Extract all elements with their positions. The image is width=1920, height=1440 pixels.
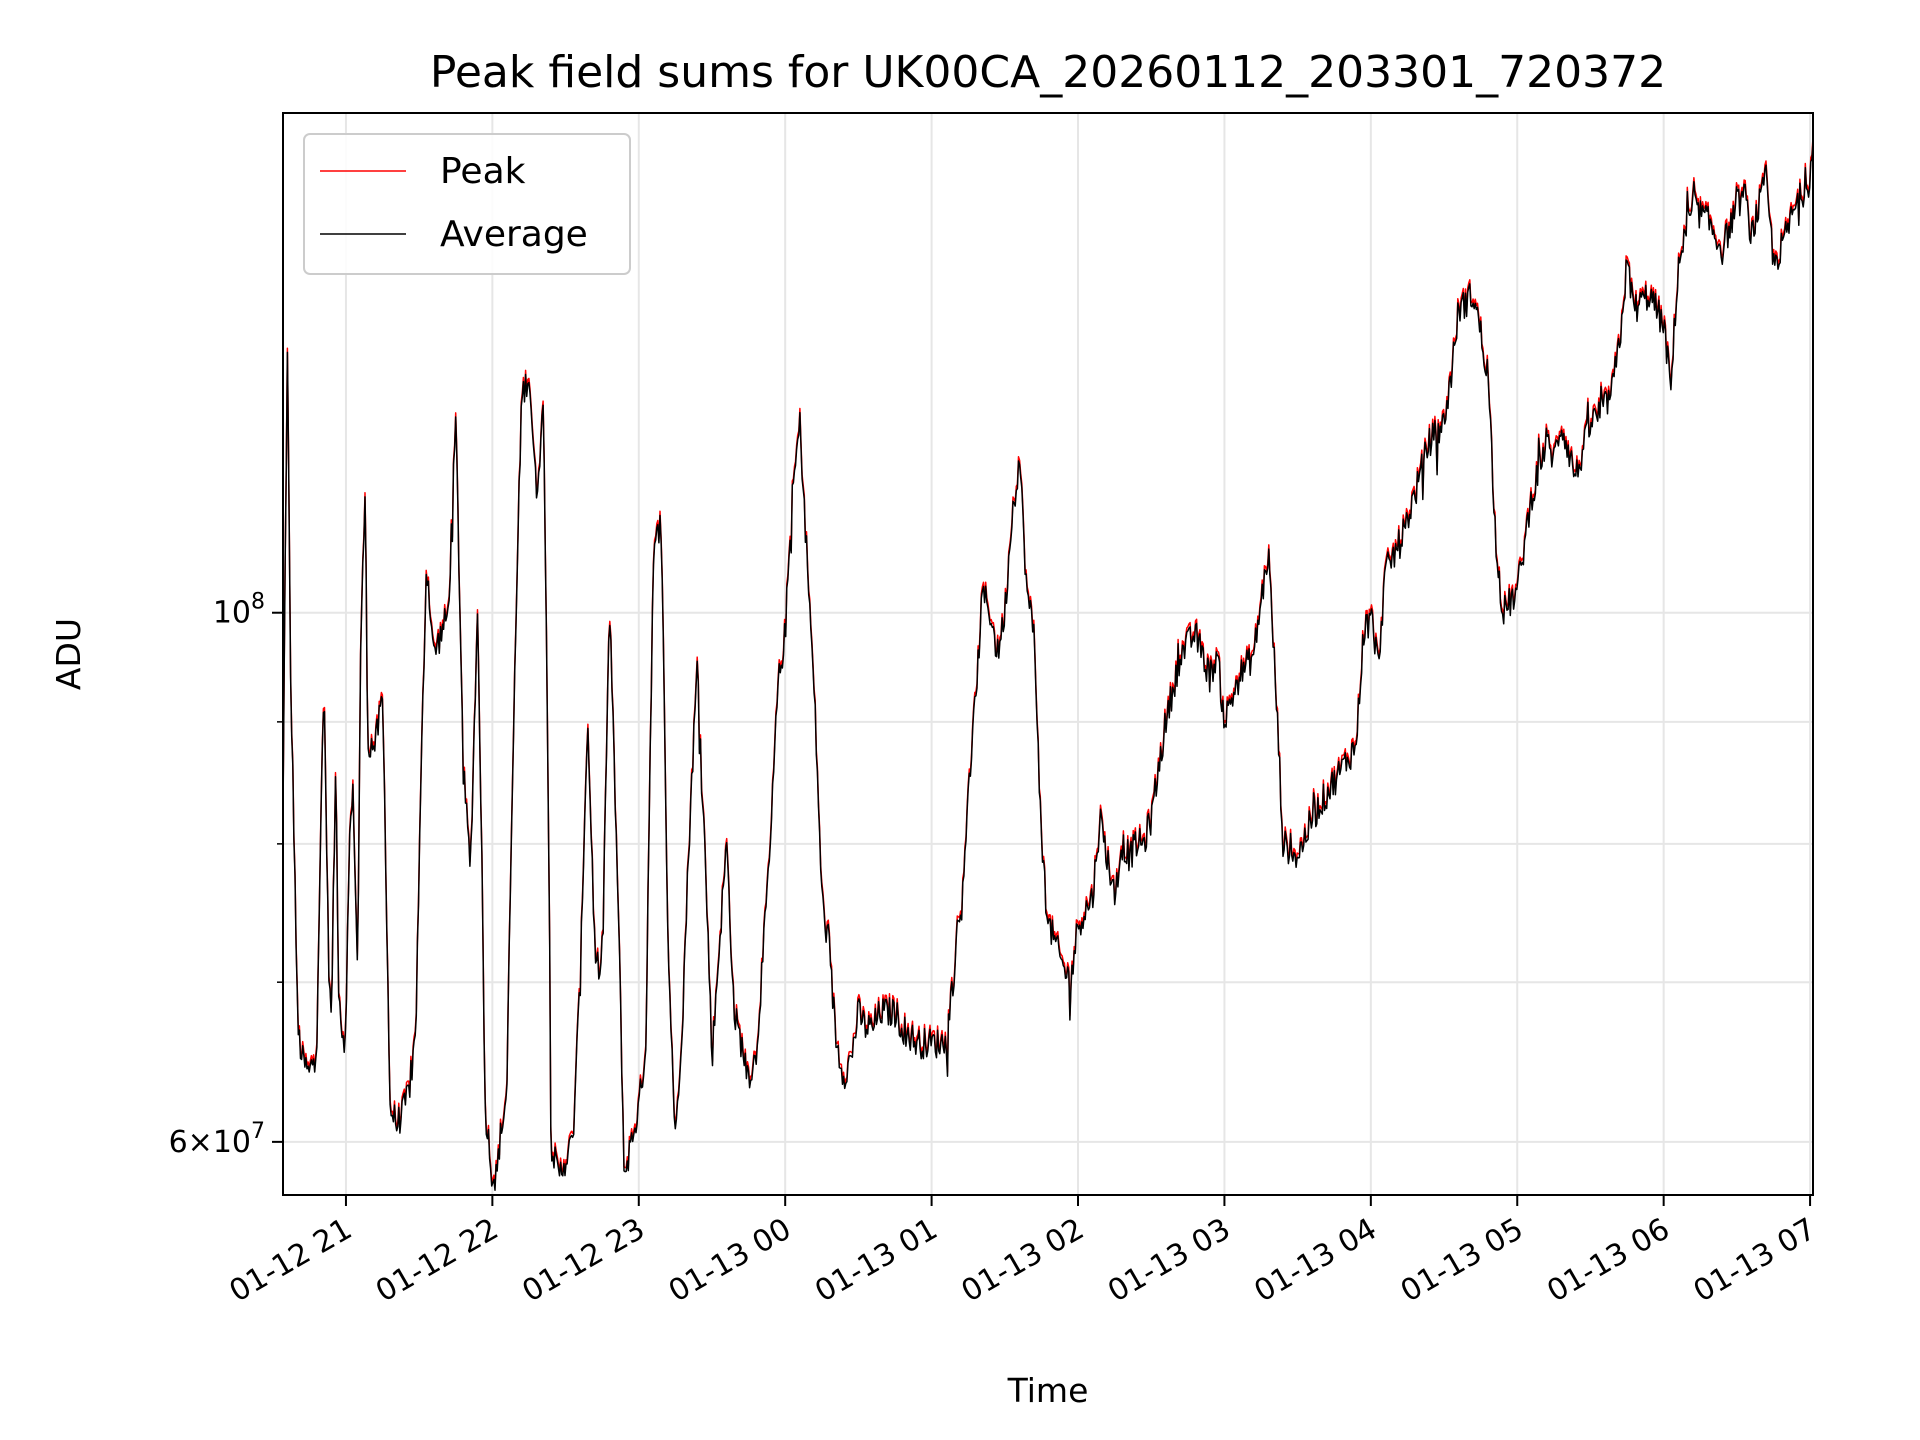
- legend-average-label: Average: [440, 214, 588, 255]
- legend-peak-label: Peak: [440, 151, 526, 192]
- legend: Peak Average: [304, 134, 630, 274]
- chart-background: [0, 0, 1920, 1440]
- y-tick-label: 6×107: [169, 1119, 265, 1160]
- chart-title: Peak field sums for UK00CA_20260112_2033…: [430, 47, 1666, 98]
- y-axis-title: ADU: [49, 618, 88, 690]
- chart: 01-12 21 01-12 22 01-12 23 01-13 00 01-13 01…: [0, 0, 1920, 1440]
- x-axis-title: Time: [1007, 1371, 1089, 1410]
